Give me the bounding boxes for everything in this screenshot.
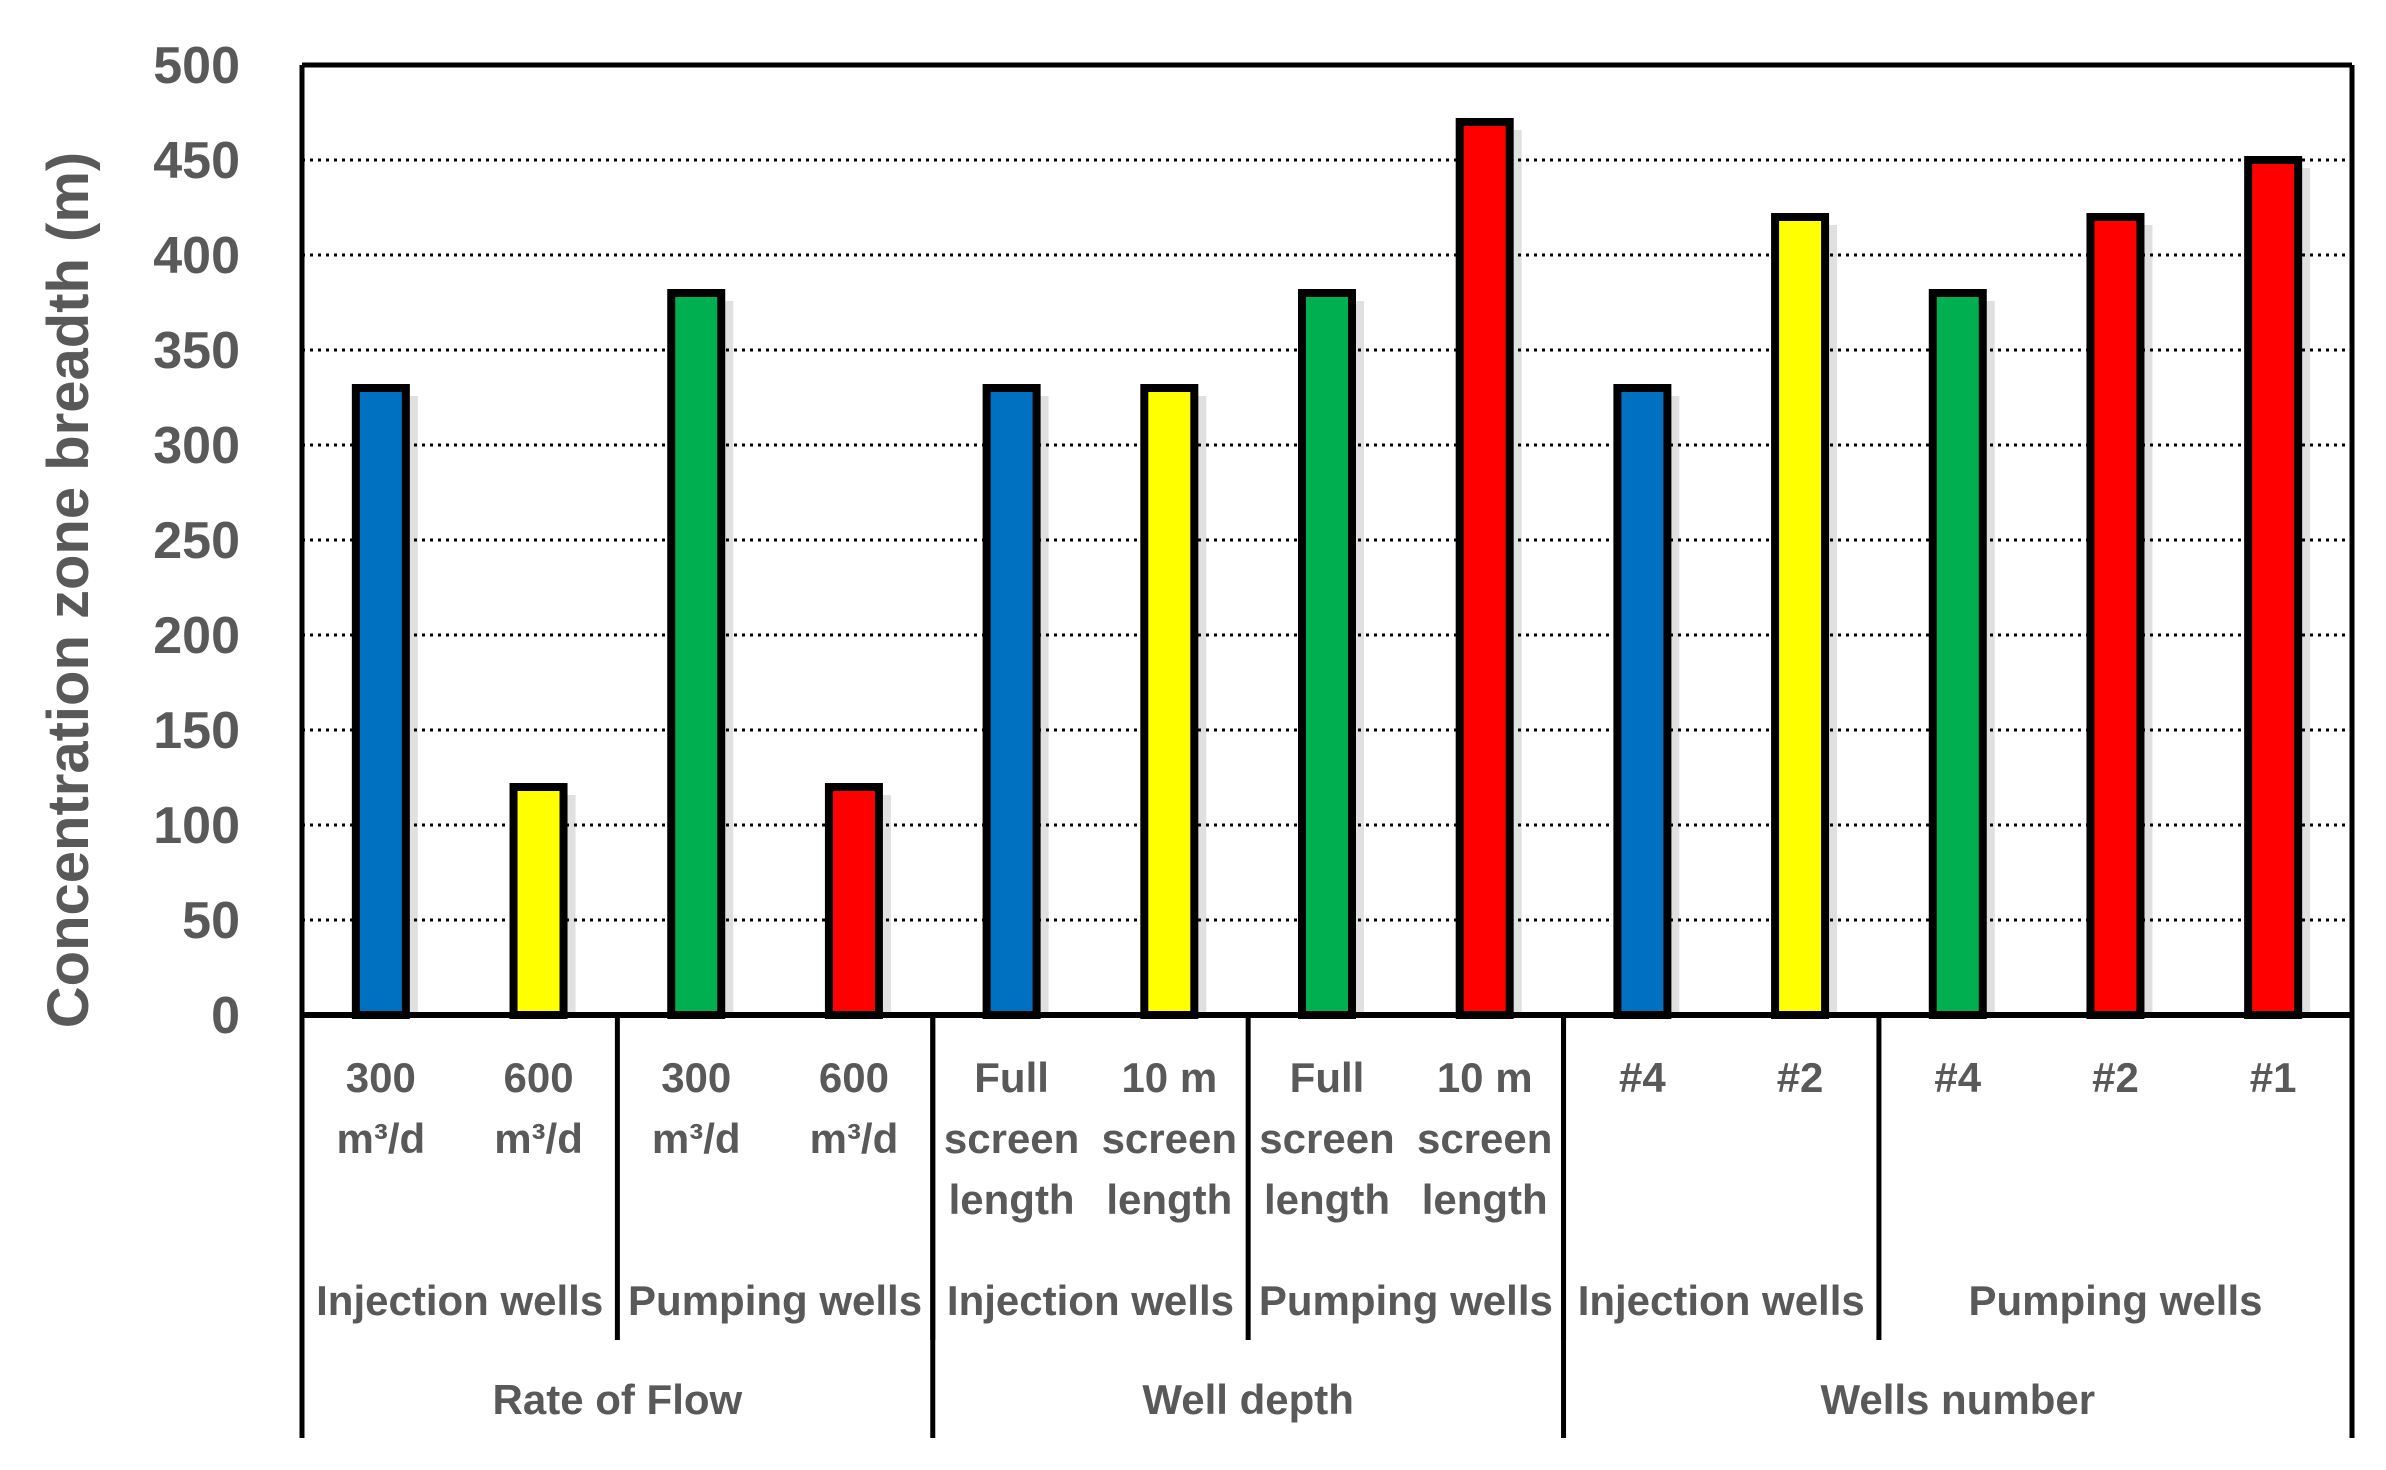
x-tick-label: #1 (2250, 1054, 2297, 1101)
bar (1771, 213, 1830, 1019)
x-tick-label: m³/d (494, 1115, 583, 1162)
x-tick-label: #4 (1934, 1054, 1981, 1101)
x-tick-label: m³/d (652, 1115, 741, 1162)
subgroup-label: Pumping wells (1259, 1277, 1553, 1324)
y-tick-label: 200 (153, 607, 240, 665)
bar (351, 384, 410, 1019)
x-tick-label: 600 (819, 1054, 889, 1101)
bar (1613, 384, 1672, 1019)
x-tick-label: length (1264, 1176, 1390, 1223)
x-tick-label: Full (1290, 1054, 1365, 1101)
group-label: Wells number (1820, 1376, 2095, 1423)
plot-frame (299, 62, 2355, 1438)
bar (667, 289, 726, 1019)
bar (1928, 289, 1987, 1019)
y-axis-label: Concentration zone breadth (m) (36, 152, 101, 1028)
subgroup-label: Pumping wells (628, 1277, 922, 1324)
subgroup-label: Injection wells (316, 1277, 603, 1324)
y-tick-label: 450 (153, 132, 240, 190)
y-tick-label: 50 (182, 892, 240, 950)
x-tick-label: m³/d (810, 1115, 899, 1162)
x-tick-label: 300 (661, 1054, 731, 1101)
bar (824, 783, 883, 1019)
bar (2244, 156, 2303, 1019)
bar (1455, 118, 1514, 1019)
x-tick-label: length (1422, 1176, 1548, 1223)
x-tick-label: screen (1102, 1115, 1237, 1162)
x-tick-label: m³/d (337, 1115, 426, 1162)
y-tick-label: 350 (153, 322, 240, 380)
x-tick-label: length (949, 1176, 1075, 1223)
x-axis-group-labels: Injection wells Pumping wells Injection we… (316, 1277, 2262, 1423)
x-tick-label: screen (1417, 1115, 1552, 1162)
group-label: Well depth (1142, 1376, 1354, 1423)
y-tick-label: 150 (153, 702, 240, 760)
x-tick-label: 600 (503, 1054, 573, 1101)
x-tick-label: screen (1259, 1115, 1394, 1162)
group-label: Rate of Flow (493, 1376, 743, 1423)
x-tick-label: #2 (1777, 1054, 1824, 1101)
bar (982, 384, 1041, 1019)
bar (509, 783, 568, 1019)
subgroup-label: Injection wells (947, 1277, 1234, 1324)
x-axis-category-labels: 300 m³/d 600 m³/d 300 m³/d 600 m³/d Full screen le… (337, 1054, 2297, 1223)
x-tick-label: 10 m (1437, 1054, 1533, 1101)
subgroup-label: Injection wells (1578, 1277, 1865, 1324)
y-tick-label: 400 (153, 227, 240, 285)
bar (1140, 384, 1199, 1019)
subgroup-label: Pumping wells (1968, 1277, 2262, 1324)
y-tick-label: 100 (153, 797, 240, 855)
y-tick-label: 500 (153, 37, 240, 95)
x-tick-label: 300 (346, 1054, 416, 1101)
bar (2086, 213, 2145, 1019)
x-tick-label: Full (974, 1054, 1049, 1101)
x-tick-label: length (1106, 1176, 1232, 1223)
y-tick-label: 250 (153, 512, 240, 570)
x-tick-label: #4 (1619, 1054, 1666, 1101)
x-tick-label: #2 (2092, 1054, 2139, 1101)
y-tick-label: 0 (211, 987, 240, 1045)
y-tick-label: 300 (153, 417, 240, 475)
x-tick-label: 10 m (1121, 1054, 1217, 1101)
bar (1298, 289, 1356, 1019)
y-axis-ticks: 0 50 100 150 200 250 300 350 400 450 500 (153, 37, 240, 1045)
x-tick-label: screen (944, 1115, 1079, 1162)
